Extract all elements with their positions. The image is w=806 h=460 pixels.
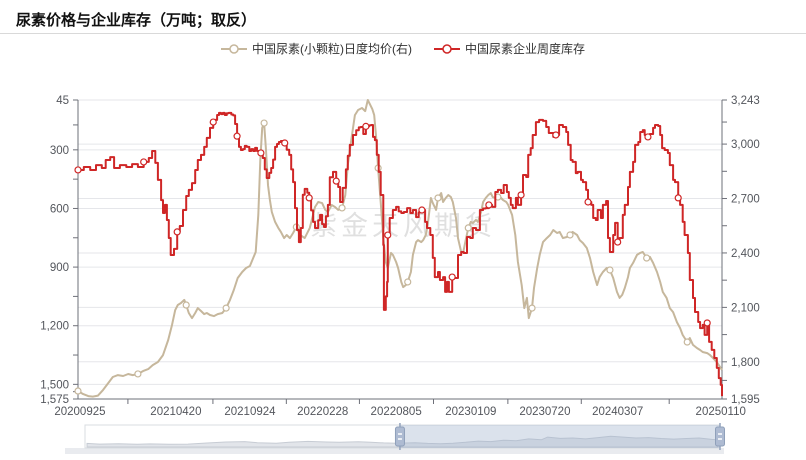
left-axis-label: 600 <box>50 203 69 215</box>
inventory-marker <box>448 273 456 281</box>
right-axis-label: 2,100 <box>731 302 760 314</box>
inventory-marker <box>644 133 652 141</box>
x-axis-label: 20230109 <box>445 406 496 418</box>
datazoom-right-handle[interactable] <box>715 426 725 447</box>
price-marker <box>434 194 442 202</box>
inventory-marker <box>384 231 392 239</box>
inventory-marker <box>517 191 525 199</box>
x-axis-label: 20210924 <box>224 406 276 418</box>
right-axis-label: 2,700 <box>731 194 760 206</box>
right-axis-label: 3,243 <box>731 95 760 107</box>
price-line[interactable] <box>77 99 723 398</box>
inventory-line[interactable] <box>78 111 723 397</box>
right-axis-label: 1,800 <box>731 357 760 369</box>
left-axis-label: 1,500 <box>40 379 69 391</box>
x-axis-label: 20220805 <box>371 406 422 418</box>
x-axis-label: 20220228 <box>297 406 348 418</box>
datazoom-preview-area <box>86 435 719 448</box>
price-marker <box>683 338 691 346</box>
price-marker <box>464 224 472 232</box>
price-marker <box>606 266 614 274</box>
inventory-marker <box>362 122 370 130</box>
price-marker <box>134 370 142 378</box>
left-axis-label: 1,575 <box>40 394 69 406</box>
inventory-marker <box>173 228 181 236</box>
datazoom-left-handle[interactable] <box>394 426 405 447</box>
inventory-marker <box>257 149 265 157</box>
line-circle-icon <box>433 43 460 54</box>
price-marker <box>404 278 412 286</box>
legend: 中国尿素(小颗粒)日度均价(右) 中国尿素企业周度库存 <box>0 40 806 57</box>
inventory-marker <box>418 206 426 214</box>
line-circle-icon <box>220 43 247 54</box>
left-axis-label: 900 <box>50 262 69 274</box>
inventory-marker <box>140 158 148 166</box>
inventory-marker <box>584 198 592 206</box>
datazoom-selected-window[interactable] <box>399 425 720 448</box>
x-axis-label: 20240307 <box>592 406 643 418</box>
left-axis-label: 300 <box>50 145 69 157</box>
inventory-marker <box>614 238 622 246</box>
inventory-marker <box>209 118 217 126</box>
watermark: 紫金天风期货 <box>310 211 496 241</box>
inventory-marker <box>485 201 493 209</box>
price-marker <box>528 304 536 312</box>
price-marker <box>643 254 651 262</box>
price-marker <box>260 119 268 127</box>
legend-item-price[interactable]: 中国尿素(小颗粒)日度均价(右) <box>220 40 412 57</box>
inventory-marker <box>332 177 340 185</box>
inventory-marker <box>233 132 241 140</box>
inventory-marker <box>305 194 313 202</box>
legend-label-price: 中国尿素(小颗粒)日度均价(右) <box>251 42 412 56</box>
inventory-marker <box>552 131 560 139</box>
price-marker <box>566 231 574 239</box>
price-marker <box>338 204 346 212</box>
inventory-marker <box>281 139 289 147</box>
price-marker <box>222 304 230 312</box>
title-divider <box>0 33 806 34</box>
legend-label-inventory: 中国尿素企业周度库存 <box>464 42 585 56</box>
x-axis-label: 20200925 <box>54 406 105 418</box>
left-axis-label: 1,200 <box>40 321 69 333</box>
inventory-marker <box>674 194 682 202</box>
price-marker <box>74 387 82 395</box>
x-axis-label: 20250110 <box>696 406 746 418</box>
price-marker <box>182 301 190 309</box>
right-axis-label: 2,400 <box>731 248 760 260</box>
inventory-marker <box>74 166 82 174</box>
right-axis-label: 3,000 <box>731 139 760 151</box>
legend-item-inventory[interactable]: 中国尿素企业周度库存 <box>433 40 585 57</box>
inventory-marker <box>703 319 711 327</box>
chart-title: 尿素价格与企业库存（万吨；取反） <box>16 12 257 29</box>
x-axis-label: 20210420 <box>150 406 201 418</box>
datazoom-baseline-strip <box>65 448 724 454</box>
right-axis-label: 1,595 <box>731 394 760 406</box>
left-axis-label: 45 <box>56 95 69 107</box>
x-axis-label: 20230720 <box>519 406 570 418</box>
